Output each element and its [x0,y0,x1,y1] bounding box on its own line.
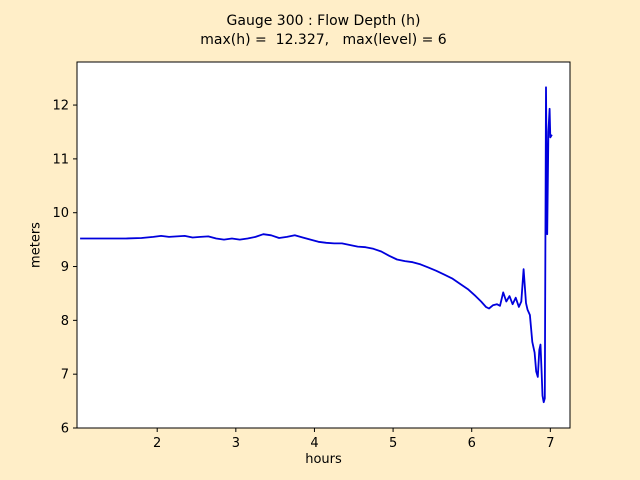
x-tick-label: 6 [468,436,476,451]
y-tick-label: 10 [52,206,69,221]
chart-subtitle: max(h) = 12.327, max(level) = 6 [200,32,447,48]
y-tick-label: 6 [61,422,69,437]
x-tick-label: 7 [546,436,554,451]
y-tick-label: 9 [61,260,69,275]
x-axis-label: hours [305,452,342,467]
x-tick-label: 5 [389,436,397,451]
y-tick-label: 12 [52,99,69,114]
chart-title-block: Gauge 300 : Flow Depth (h) max(h) = 12.3… [77,12,570,50]
flow-depth-line [80,86,553,404]
axes-border [76,61,571,429]
x-tick-label: 2 [153,436,161,451]
y-tick-label: 7 [61,368,69,383]
x-tick-label: 4 [310,436,318,451]
chart-title: Gauge 300 : Flow Depth (h) [226,13,421,29]
x-tick-label: 3 [232,436,240,451]
y-tick-label: 11 [52,152,69,167]
axes-background [77,62,570,428]
y-tick-label: 8 [61,314,69,329]
